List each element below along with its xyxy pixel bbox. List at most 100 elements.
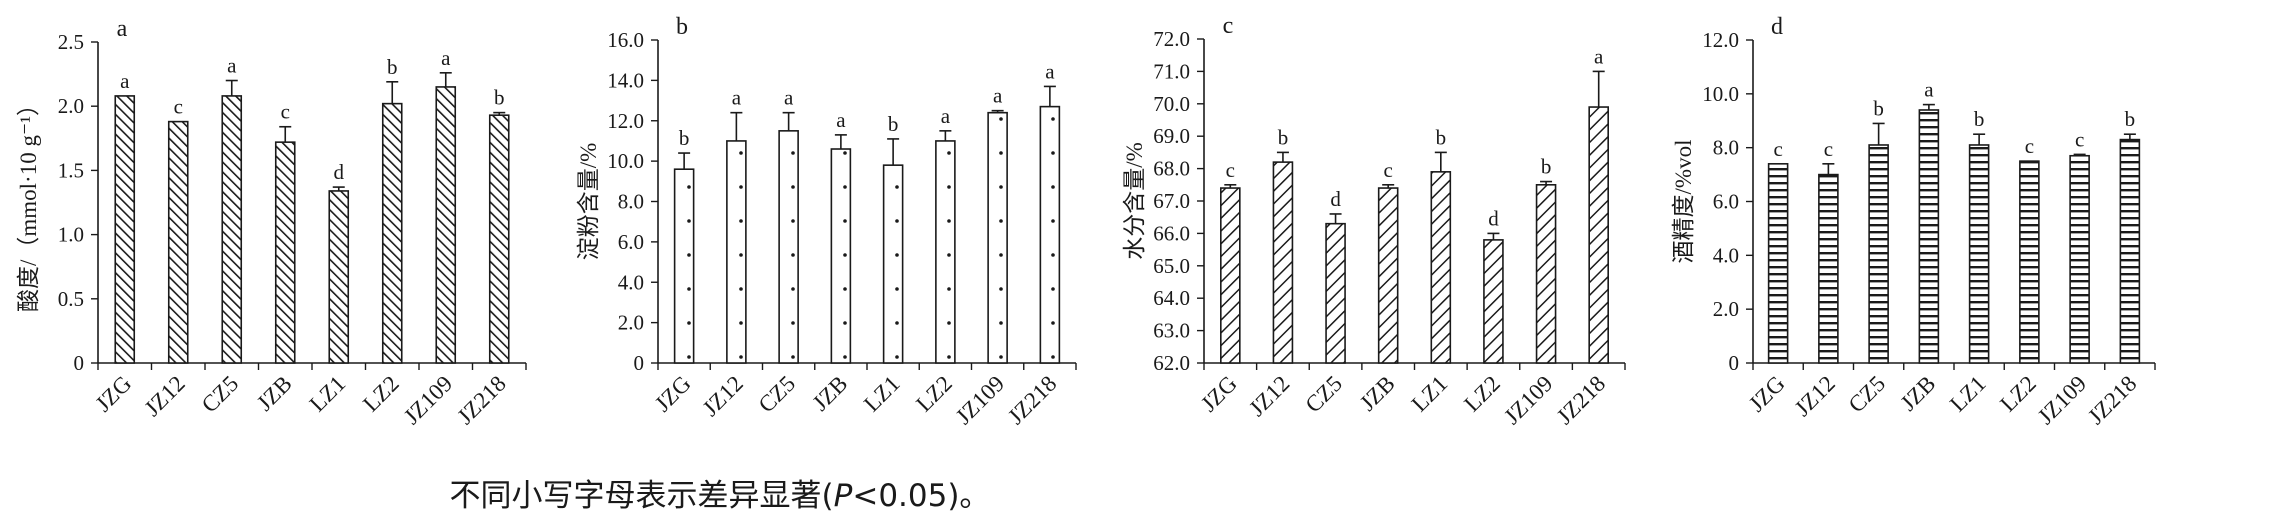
y-tick-label: 1.0 [58,223,84,247]
x-tick-label: CZ5 [1844,371,1891,418]
y-tick-label: 14.0 [607,68,644,92]
x-tick-label: JZB [1896,371,1941,416]
panel-letter: b [676,14,688,40]
y-tick-label: 6.0 [618,230,644,254]
y-axis-title: 酸度/（mmol·10 g⁻¹） [16,93,41,312]
panel-b: 0 2.0 4.0 6.0 8.0 10.0 12.0 14.0 16.0 淀粉含量/% b b JZG… [576,14,1077,429]
x-tick-label: JZ218 [452,371,510,429]
bar-lz2 [381,102,403,364]
x-tick-label: JZ109 [951,371,1009,429]
bar-jz12 [1272,161,1294,364]
bar-jzb [1918,109,1940,364]
bar-jz109 [987,111,1008,364]
significance-letter: a [441,46,451,70]
y-axis-title: 水分含量/% [1122,142,1147,260]
significance-letter: a [1924,78,1934,102]
significance-letter: d [1488,206,1499,230]
bar-jz218 [1039,105,1061,364]
significance-letter: b [1278,125,1289,149]
y-tick-label: 2.0 [1713,297,1739,321]
y-tick-label: 71.0 [1153,59,1190,83]
y-tick-label: 12.0 [1702,28,1739,52]
bar-jz12 [167,120,189,364]
significance-letter: a [941,104,951,128]
x-tick-label: CZ5 [1301,371,1348,418]
y-tick-label: 72.0 [1153,27,1190,51]
bar-lz1 [328,190,350,364]
footnote-p-symbol: P [833,478,853,514]
y-tick-label: 10.0 [607,149,644,173]
x-tick-label: LZ1 [1945,371,1991,417]
significance-letter: a [1594,44,1604,68]
bar-jz218 [2119,138,2141,364]
significance-letter: d [1330,187,1341,211]
significance-letter: a [993,84,1003,108]
bar-cz5 [1325,222,1346,364]
bar-jz12 [1818,173,1839,364]
x-tick-label: CZ5 [754,371,801,418]
bar-jzb [830,148,852,364]
panel-d: 0 2.0 4.0 6.0 8.0 10.0 12.0 酒精度/%vol d c JZG c JZ12 b… [1671,14,2156,429]
significance-letter: b [1541,155,1552,179]
y-tick-label: 64.0 [1153,286,1190,310]
y-tick-label: 10.0 [1702,82,1739,106]
y-axis-title: 淀粉含量/% [576,143,601,261]
bar-jz218 [1588,106,1609,364]
x-tick-label: JZB [252,371,297,416]
panel-letter: d [1771,14,1783,40]
significance-letter: c [2025,134,2034,158]
bar-jzg [673,168,695,364]
significance-letter: b [1974,107,1985,131]
x-tick-label: LZ2 [1459,371,1505,417]
significance-letter: a [836,108,846,132]
y-tick-label: 16.0 [607,28,644,52]
significance-letter: c [1773,137,1782,161]
x-tick-label: JZ109 [399,371,457,429]
x-tick-label: JZ12 [1790,371,1840,421]
significance-letter: b [1436,125,1447,149]
bar-jz109 [435,86,457,364]
significance-letter: c [1384,158,1393,182]
significance-letter: c [1226,158,1235,182]
significance-letter: b [494,86,505,110]
y-tick-label: 2.0 [618,311,644,335]
bar-jzg [1767,163,1789,364]
panel-letter: a [117,16,128,42]
x-tick-label: LZ1 [1407,371,1453,417]
x-tick-label: JZ109 [2033,371,2091,429]
bar-jz218 [488,114,510,364]
footnote-text-before: 不同小写字母表示差异显著( [449,478,834,514]
significance-letter: a [1045,59,1055,83]
bar-lz1 [1968,144,1990,364]
y-tick-label: 70.0 [1153,92,1190,116]
x-tick-label: LZ2 [911,371,957,417]
y-tick-label: 62.0 [1153,351,1190,375]
y-tick-label: 12.0 [607,109,644,133]
bar-cz5 [1868,144,1889,364]
x-tick-label: JZ12 [140,371,190,421]
significance-letter: a [784,86,794,110]
y-tick-label: 6.0 [1713,190,1739,214]
footnote-text-after: <0.05)。 [852,478,991,514]
bar-cz5 [778,130,799,364]
x-tick-label: JZG [1744,371,1790,417]
significance-letter: d [334,160,345,184]
y-tick-label: 65.0 [1153,254,1190,278]
bar-jz12 [726,140,747,364]
significance-letter: b [387,55,398,79]
significance-footnote: 不同小写字母表示差异显著(P<0.05)。 [0,470,1440,515]
panel-letter: c [1223,13,1234,39]
significance-letter: c [281,100,290,124]
y-tick-label: 69.0 [1153,124,1190,148]
x-tick-label: JZG [1196,371,1242,417]
x-tick-label: JZB [1355,371,1400,416]
y-tick-label: 67.0 [1153,189,1190,213]
x-tick-label: JZ12 [1244,371,1294,421]
x-tick-label: JZ109 [1499,371,1557,429]
x-tick-label: JZ218 [1552,371,1610,429]
y-tick-label: 0 [1729,351,1740,375]
significance-letter: b [2125,107,2136,131]
panel-c: 62.0 63.0 64.0 65.0 66.0 67.0 68.0 69.0 70.0 71.0… [1122,13,1626,429]
y-tick-label: 63.0 [1153,319,1190,343]
